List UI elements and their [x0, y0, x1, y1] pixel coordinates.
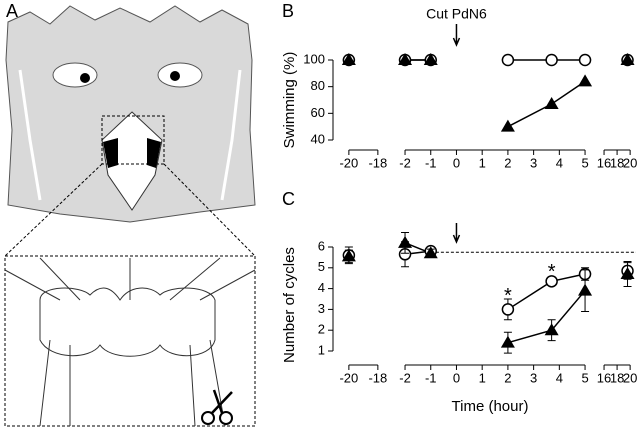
- point: [500, 335, 515, 348]
- pupil: [170, 71, 180, 81]
- y-tick-label: 3: [318, 301, 325, 316]
- x-tick-label: 2: [504, 370, 511, 385]
- point: [423, 246, 438, 259]
- x-tick-label: 16: [597, 155, 611, 170]
- scissors: [201, 389, 233, 425]
- y-tick-label: 5: [318, 259, 325, 274]
- eye: [52, 62, 98, 88]
- x-tick-label: 5: [581, 370, 588, 385]
- x-tick-label: -18: [368, 155, 387, 170]
- point: [398, 235, 413, 248]
- y-tick-label: 1: [318, 342, 325, 357]
- x-tick-label: 3: [530, 155, 537, 170]
- series-line: [405, 243, 627, 343]
- y-tick-label: 40: [311, 131, 325, 146]
- point: [544, 97, 559, 109]
- zoom-box: [101, 115, 165, 165]
- x-tick-label: -2: [399, 370, 411, 385]
- panel-label: C: [282, 189, 295, 209]
- arrow: [452, 24, 461, 47]
- ganglion-detail: [39, 287, 216, 357]
- x-tick-label: 18: [610, 370, 624, 385]
- point: [341, 53, 356, 65]
- significance: *: [504, 285, 512, 307]
- y-tick-label: 6: [318, 238, 325, 253]
- zoom-lines: [4, 163, 256, 257]
- panel-label: B: [282, 1, 294, 21]
- x-tick-label: 4: [556, 370, 563, 385]
- x-tick-label: 20: [623, 370, 637, 385]
- arrow: [452, 223, 461, 244]
- x-tick-label: -1: [425, 155, 437, 170]
- x-tick-label: 3: [530, 370, 537, 385]
- point: [545, 275, 558, 288]
- x-tick-label: 0: [453, 155, 460, 170]
- panel-label: A: [6, 1, 18, 21]
- x-tick-label: -18: [368, 370, 387, 385]
- point: [501, 53, 515, 67]
- point: [500, 119, 515, 132]
- point: [620, 53, 635, 65]
- y-axis-label: Swimming (%): [281, 52, 298, 149]
- x-tick-label: 1: [479, 155, 486, 170]
- x-tick-label: 18: [610, 155, 624, 170]
- point: [545, 53, 558, 67]
- x-tick-label: 0: [453, 370, 460, 385]
- x-tick-label: 2: [504, 155, 511, 170]
- series-line: [405, 251, 627, 309]
- x-tick-label: -1: [425, 370, 437, 385]
- pupil: [80, 73, 90, 83]
- x-tick-label: 16: [597, 370, 611, 385]
- x-tick-label: 5: [581, 155, 588, 170]
- point: [423, 53, 438, 65]
- point: [578, 74, 593, 87]
- point: [341, 249, 356, 262]
- x-axis-label: Time (hour): [452, 398, 529, 415]
- y-axis-label: Number of cycles: [281, 247, 298, 363]
- point: [578, 53, 592, 67]
- x-tick-label: -20: [339, 370, 358, 385]
- x-tick-label: 4: [556, 155, 563, 170]
- illustration: [4, 5, 256, 427]
- point: [620, 267, 635, 280]
- scissor-blade: [211, 389, 233, 414]
- scissor-ring: [201, 411, 215, 425]
- x-tick-label: -20: [339, 155, 358, 170]
- point: [578, 283, 593, 296]
- y-tick-label: 100: [303, 51, 325, 66]
- y-tick-label: 4: [318, 280, 325, 295]
- point: [501, 303, 515, 316]
- x-tick-label: 20: [623, 155, 637, 170]
- significance: *: [548, 261, 556, 283]
- y-tick-label: 60: [311, 105, 325, 120]
- y-tick-label: 2: [318, 322, 325, 337]
- eye: [157, 62, 203, 88]
- x-tick-label: -2: [399, 155, 411, 170]
- y-tick-label: 80: [311, 78, 325, 93]
- veins: [18, 69, 242, 201]
- nerves: [4, 257, 256, 427]
- x-tick-label: 1: [479, 370, 486, 385]
- ganglion: [103, 138, 161, 168]
- series-line: [405, 60, 627, 127]
- point: [544, 323, 559, 336]
- annotation: Cut PdN6: [426, 6, 487, 22]
- point: [398, 53, 413, 65]
- scissor-ring: [219, 411, 233, 425]
